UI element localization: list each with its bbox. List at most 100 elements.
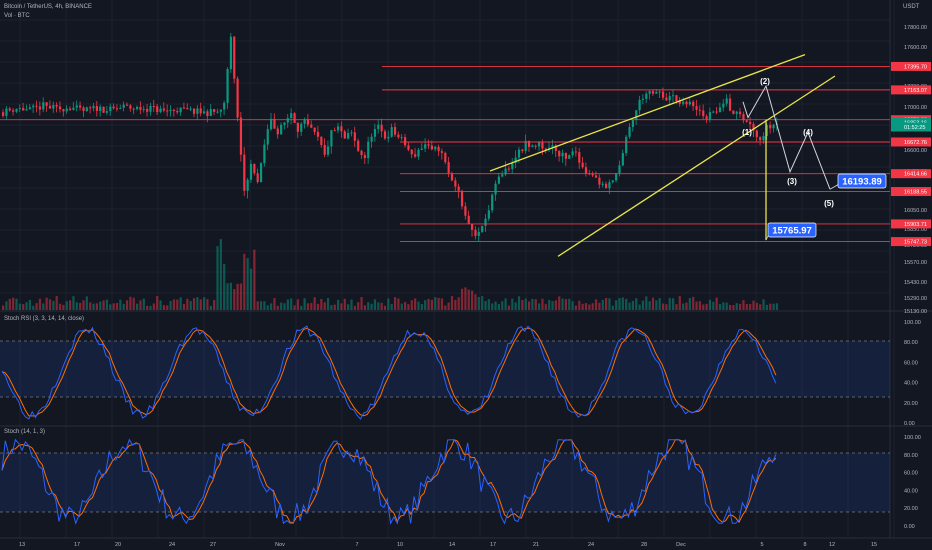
volume-bar	[12, 297, 15, 310]
candle-body	[189, 108, 192, 110]
candle-body	[333, 130, 336, 132]
candle-body	[8, 108, 11, 111]
volume-bar	[527, 301, 531, 310]
indicator-tick: 80.00	[904, 453, 918, 459]
candle-body	[705, 116, 708, 120]
volume-bar	[206, 299, 209, 310]
candle-body	[430, 145, 433, 150]
candle-body	[665, 97, 668, 101]
volume-bar	[38, 298, 42, 310]
candle-body	[661, 91, 665, 98]
volume-bar	[434, 297, 437, 310]
volume-bar	[437, 297, 440, 310]
price-tag-label: 16188.55	[904, 190, 927, 196]
candle-body	[417, 149, 420, 157]
candle-body	[440, 151, 444, 153]
volume-bar	[229, 282, 232, 310]
volume-bar	[702, 304, 705, 310]
indicator-tick: 0.00	[904, 524, 915, 530]
volume-bar	[162, 305, 165, 310]
volume-bar	[219, 239, 222, 310]
candle-body	[471, 223, 474, 230]
time-tick: 21	[533, 542, 539, 548]
volume-bar	[477, 296, 480, 310]
volume-bar	[457, 297, 460, 310]
candle-body	[209, 109, 212, 117]
candle-body	[554, 145, 557, 152]
candle-body	[216, 111, 219, 113]
volume-bar	[95, 303, 98, 310]
volume-bar	[521, 300, 524, 310]
candle-body	[414, 154, 417, 157]
candle-body	[487, 210, 490, 219]
candle-body	[390, 127, 393, 137]
volume-bar	[347, 304, 350, 310]
candle-body	[52, 104, 55, 109]
volume-bar	[189, 300, 192, 310]
volume-bar	[625, 298, 628, 310]
volume-bar	[35, 303, 38, 310]
volume-bar	[216, 246, 219, 310]
candle-body	[72, 107, 75, 110]
price-tag	[891, 85, 931, 95]
candle-body	[233, 36, 236, 79]
candle-body	[109, 106, 112, 112]
volume-bar	[310, 303, 313, 310]
volume-bar	[226, 283, 229, 310]
volume-bar	[263, 301, 266, 310]
time-tick: 17	[490, 542, 496, 548]
volume-bar	[564, 299, 567, 310]
volume-bar	[775, 303, 779, 310]
volume-bar	[631, 300, 634, 310]
volume-bar	[661, 303, 665, 310]
candle-body	[672, 95, 675, 97]
candle-body	[698, 109, 701, 111]
volume-bar	[196, 297, 199, 310]
price-tick: 17800.00	[904, 25, 927, 31]
candle-body	[270, 118, 273, 130]
candle-body	[152, 105, 155, 107]
candle-body	[511, 162, 514, 169]
candle-body	[598, 177, 601, 185]
candle-body	[424, 144, 427, 149]
price-tag-label: 15747.73	[904, 240, 927, 246]
volume-bar	[534, 299, 537, 310]
volume-bar	[685, 302, 688, 310]
time-tick: 24	[169, 542, 175, 548]
stoch-band	[0, 453, 890, 512]
volume-bar	[591, 303, 594, 310]
price-tag	[891, 122, 931, 132]
volume-bar	[517, 296, 521, 310]
volume-bar	[648, 301, 651, 310]
candle-body	[182, 107, 186, 109]
volume-bar	[273, 298, 276, 310]
candle-body	[531, 145, 534, 147]
volume-bar	[427, 298, 430, 310]
price-tag	[891, 169, 931, 179]
candle-body	[99, 106, 102, 111]
volume-bar	[665, 304, 668, 310]
candle-body	[568, 155, 571, 159]
candle-body	[55, 104, 58, 107]
volume-bar	[645, 296, 648, 310]
volume-bar	[79, 302, 82, 310]
indicator-tick: 40.00	[904, 381, 918, 387]
candle-body	[122, 104, 125, 108]
volume-bar	[447, 302, 450, 310]
candle-body	[434, 146, 437, 150]
candle-body	[370, 136, 373, 142]
volume-bar	[209, 305, 212, 310]
candle-body	[400, 137, 403, 139]
volume-bar	[769, 303, 772, 310]
candle-body	[330, 130, 333, 147]
volume-bar	[722, 302, 725, 310]
volume-bar	[712, 301, 715, 310]
volume-bar	[672, 298, 675, 310]
volume-bar	[745, 303, 748, 310]
volume-bar	[682, 303, 685, 310]
candle-body	[732, 110, 735, 114]
volume-bar	[259, 301, 263, 310]
volume-bar	[370, 303, 373, 310]
